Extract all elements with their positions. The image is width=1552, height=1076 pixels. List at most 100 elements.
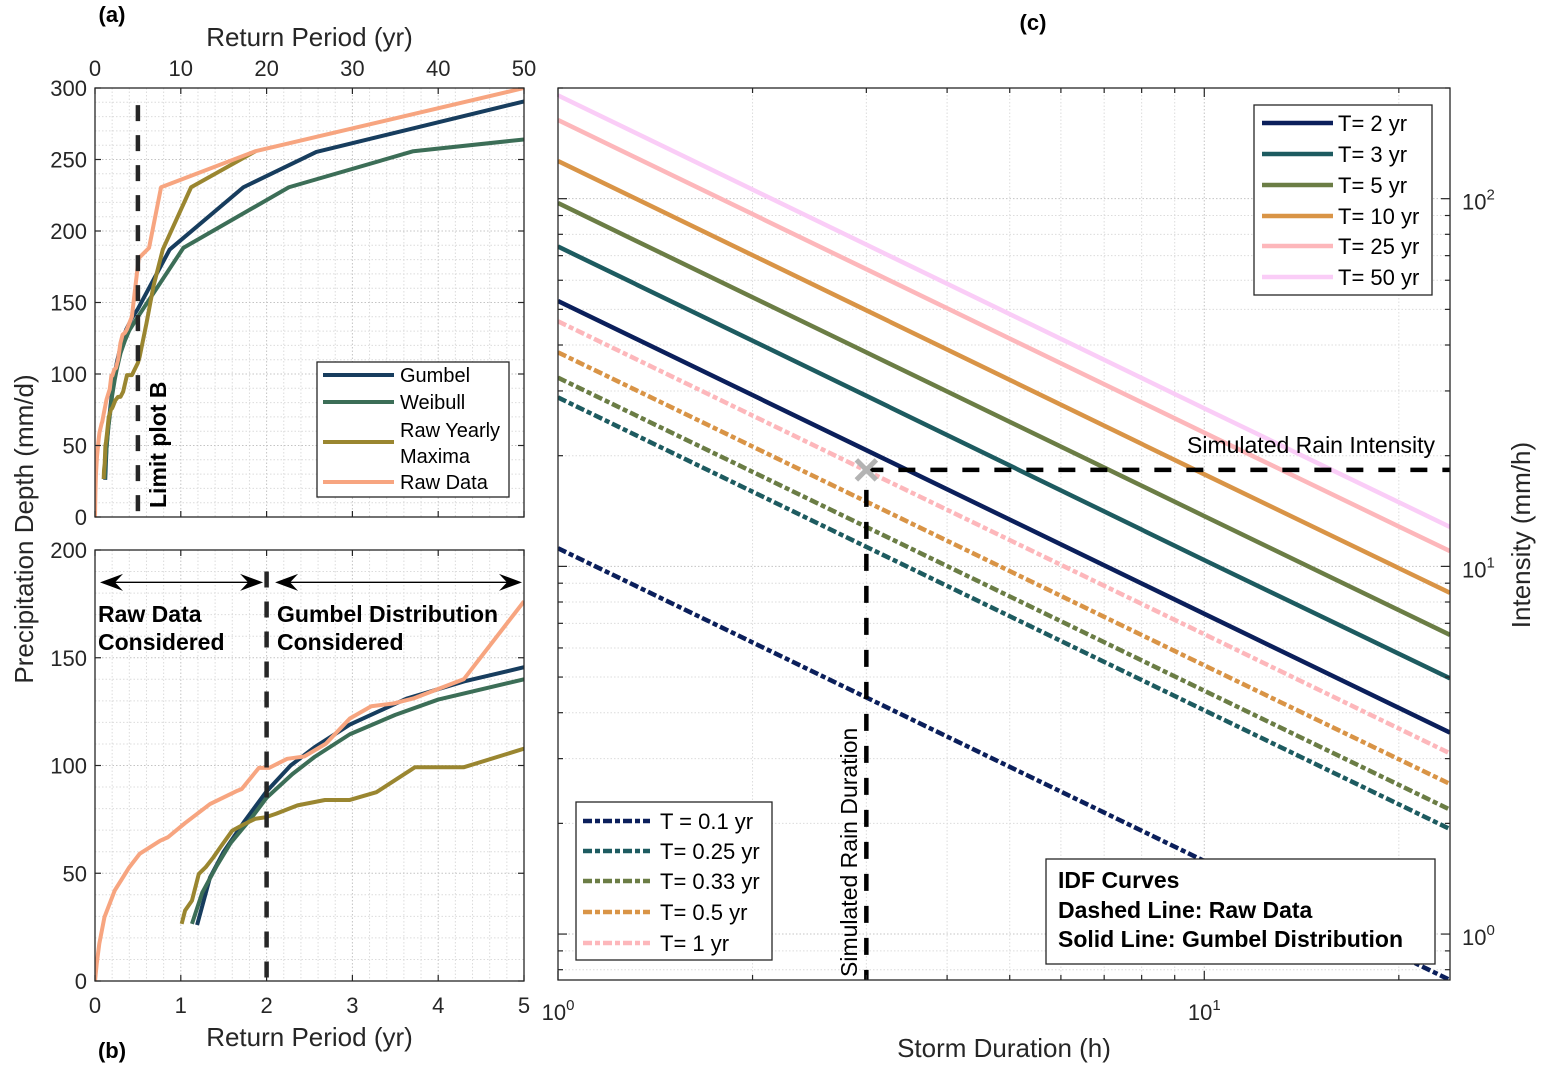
panel-c-axes — [557, 87, 1451, 981]
tick-label-base: 10 — [1462, 557, 1486, 582]
axes-frame — [557, 87, 1451, 981]
legend-label-raw-yearly-maxima-line2: Maxima — [400, 446, 471, 468]
series-line-t-0p33-yr — [558, 375, 1450, 812]
y-tick-label: 0 — [75, 505, 87, 530]
series-line-t-1-yr — [558, 319, 1450, 756]
legend-label-t-0p33-yr: T= 0.33 yr — [660, 869, 760, 894]
panel-c: Simulated Rain Intensity Simulated Rain … — [542, 10, 1536, 1063]
y-tick-label: 200 — [50, 219, 87, 244]
gumbel-region-label: Gumbel Distribution Considered — [277, 601, 498, 655]
tick-label-base: 10 — [1462, 190, 1486, 215]
legend-label-raw-yearly-maxima-line1: Raw Yearly — [400, 420, 500, 442]
x-tick-label: 40 — [426, 56, 450, 81]
arrowhead-left — [100, 573, 123, 591]
legend-label-gumbel: Gumbel — [400, 365, 470, 387]
series-line-t-25-yr — [558, 117, 1450, 554]
precipitation-y-axis-title: Precipitation Depth (mm/d) — [9, 374, 39, 683]
series-line-t-10-yr — [558, 158, 1450, 595]
x-tick-label: 50 — [512, 56, 536, 81]
legend-label-t-0p1-yr: T = 0.1 yr — [660, 809, 753, 834]
y-tick-label: 50 — [63, 861, 87, 886]
legend-label-raw-data: Raw Data — [400, 472, 489, 494]
legend-box — [1253, 104, 1433, 296]
x-tick-label: 3 — [346, 993, 358, 1018]
legend-label-t-1-yr: T= 1 yr — [660, 931, 729, 956]
x-tick-label: 0 — [89, 56, 101, 81]
legend-item-t-3-yr: T= 3 yr — [1262, 142, 1407, 167]
legend-label-weibull: Weibull — [400, 392, 465, 414]
x-tick-label: 20 — [254, 56, 278, 81]
legend-item-t-25-yr: T= 25 yr — [1262, 234, 1419, 259]
arrowhead-left — [275, 573, 299, 591]
panel-c-label: (c) — [1020, 10, 1047, 35]
y-tick-label: 100 — [1462, 922, 1495, 950]
legend-item-t-0p33-yr: T= 0.33 yr — [583, 869, 760, 894]
legend-box — [316, 361, 510, 498]
series-line-raw-data — [95, 600, 524, 981]
info-box-solid-note: Solid Line: Gumbel Distribution — [1058, 926, 1403, 952]
panel-b-axes — [94, 549, 525, 982]
legend-item-raw-yearly-maxima: Raw Yearly Maxima — [323, 420, 500, 468]
x-tick-label: 4 — [432, 993, 444, 1018]
panel-a-label: (a) — [99, 2, 126, 27]
legend-label-t-2-yr: T= 2 yr — [1338, 111, 1407, 136]
legend-label-t-5-yr: T= 5 yr — [1338, 173, 1407, 198]
info-box-frame — [1045, 858, 1436, 965]
info-box-dashed-note: Dashed Line: Raw Data — [1058, 897, 1313, 923]
panel-c-x-axis-title: Storm Duration (h) — [897, 1033, 1111, 1063]
info-box-title: IDF Curves — [1058, 867, 1179, 893]
tick-label-exponent: 2 — [1486, 187, 1494, 204]
marker-stroke — [854, 458, 879, 482]
simulated-rain-duration-label: Simulated Rain Duration — [836, 728, 862, 977]
y-tick-label: 100 — [50, 754, 87, 779]
series-line-t-5-yr — [558, 201, 1450, 637]
raw-data-region-label-line2: Considered — [98, 629, 225, 655]
panel-a-legend: Gumbel Weibull Raw Yearly Maxima Raw Dat… — [316, 361, 510, 498]
arrowhead-right — [499, 573, 522, 591]
tick-label-base: 10 — [542, 1000, 566, 1025]
y-tick-label: 100 — [50, 362, 87, 387]
panel-a: Limit plot B Gumbel Weibull Raw Yearly M… — [50, 2, 536, 530]
panel-a-tick-labels: 0 10 20 30 40 50 0 50 100 150 200 250 300 — [50, 56, 536, 530]
raw-data-region-label-line1: Raw Data — [98, 601, 202, 627]
y-tick-label: 200 — [50, 538, 87, 563]
gumbel-region-label-line2: Considered — [277, 629, 404, 655]
legend-item-t-5-yr: T= 5 yr — [1262, 173, 1407, 198]
legend-item-weibull: Weibull — [323, 392, 465, 414]
legend-item-t-0p5-yr: T= 0.5 yr — [583, 900, 747, 925]
legend-label-t-0p25-yr: T= 0.25 yr — [660, 839, 760, 864]
x-tick-label: 1 — [175, 993, 187, 1018]
panel-c-annotations — [854, 458, 1450, 980]
legend-label-t-50-yr: T= 50 yr — [1338, 265, 1419, 290]
panel-b-annotations — [100, 571, 522, 981]
x-tick-label: 100 — [542, 997, 575, 1025]
y-tick-label: 300 — [50, 76, 87, 101]
legend-item-t-50-yr: T= 50 yr — [1262, 265, 1419, 290]
legend-item-t-2-yr: T= 2 yr — [1262, 111, 1407, 136]
panel-b-series — [95, 600, 524, 981]
legend-label-t-10-yr: T= 10 yr — [1338, 204, 1419, 229]
simulated-rain-intensity-label: Simulated Rain Intensity — [1187, 432, 1436, 458]
series-line-raw-yearly-maxima — [179, 746, 524, 925]
series-line-t-0p5-yr — [558, 350, 1450, 786]
legend-item-t-0p1-yr: T = 0.1 yr — [583, 809, 753, 834]
arrowhead-right — [240, 573, 264, 591]
x-tick-label: 5 — [518, 993, 530, 1018]
x-tick-label: 10 — [169, 56, 193, 81]
y-tick-label: 0 — [75, 969, 87, 994]
legend-label-t-3-yr: T= 3 yr — [1338, 142, 1407, 167]
tick-label-base: 10 — [1188, 1000, 1212, 1025]
legend-label-t-0p5-yr: T= 0.5 yr — [660, 900, 747, 925]
panel-b: Raw Data Considered Gumbel Distribution … — [50, 538, 530, 1063]
panel-a-axes — [94, 87, 525, 518]
idf-info-box: IDF Curves Dashed Line: Raw Data Solid L… — [1045, 858, 1436, 965]
legend-item-t-10-yr: T= 10 yr — [1262, 204, 1419, 229]
tick-label-exponent: 0 — [566, 997, 574, 1014]
panel-a-x-axis-title: Return Period (yr) — [206, 22, 413, 52]
legend-item-raw-data: Raw Data — [323, 472, 489, 494]
series-line-t-3-yr — [558, 244, 1450, 681]
x-tick-label: 0 — [89, 993, 101, 1018]
